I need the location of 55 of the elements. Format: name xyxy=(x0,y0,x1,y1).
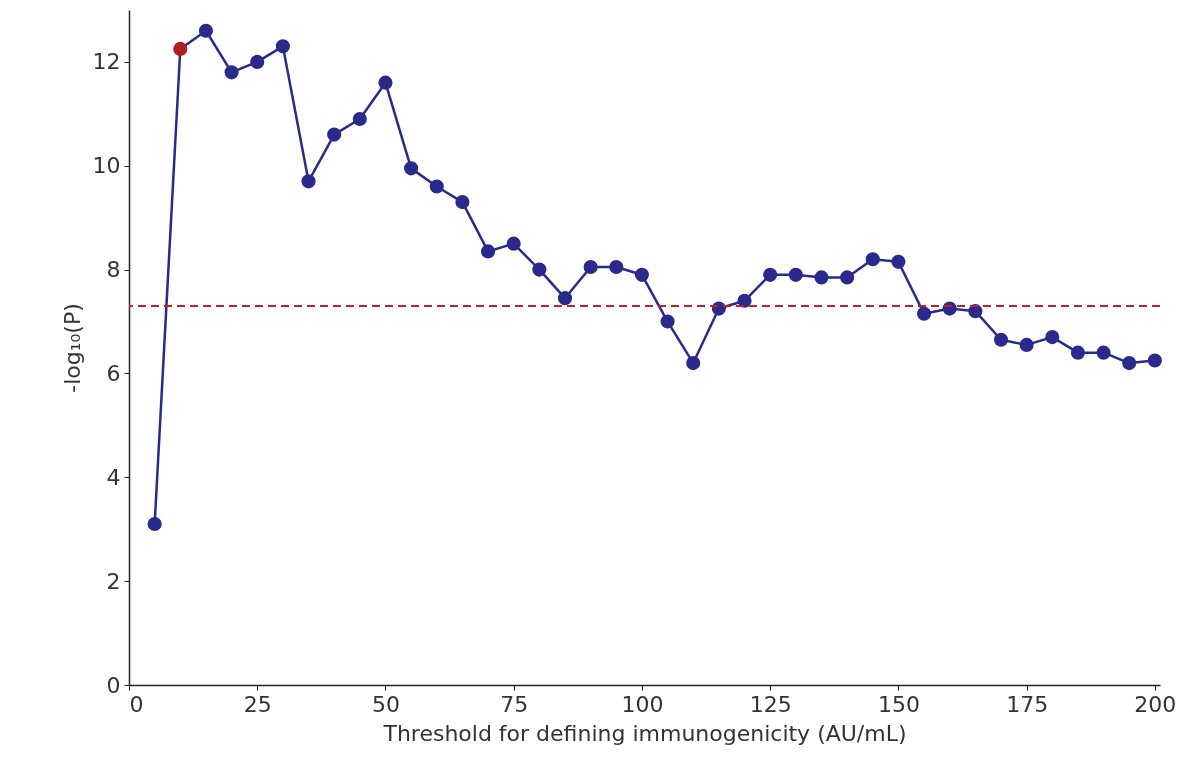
y-tick-label: 12 xyxy=(92,49,121,75)
point xyxy=(609,259,624,275)
point xyxy=(916,306,932,321)
point xyxy=(686,356,701,371)
point xyxy=(250,54,265,69)
point xyxy=(763,267,778,282)
point xyxy=(891,254,906,269)
point xyxy=(506,236,521,251)
point xyxy=(275,39,290,54)
point xyxy=(1096,345,1111,360)
y-axis-title: -log₁₀(P) xyxy=(59,303,85,393)
point xyxy=(429,179,444,194)
point xyxy=(737,293,752,308)
point xyxy=(224,65,239,80)
y-tick-label: 8 xyxy=(106,257,121,283)
x-axis-title: Threshold for defining immunogenicity (AU/mL) xyxy=(382,720,907,746)
point xyxy=(1019,337,1034,352)
y-tick-label: 10 xyxy=(92,153,121,179)
point xyxy=(1122,356,1137,371)
point xyxy=(840,270,855,285)
point xyxy=(1070,345,1085,360)
point xyxy=(865,252,880,267)
x-tick-label: 50 xyxy=(371,691,400,717)
x-tick-label: 200 xyxy=(1134,691,1177,717)
x-tick-label: 150 xyxy=(877,691,920,717)
point xyxy=(993,332,1009,347)
point xyxy=(583,259,598,275)
x-tick-label: 25 xyxy=(243,691,272,717)
y-tick-label: 0 xyxy=(106,672,121,698)
point xyxy=(301,174,316,189)
point xyxy=(788,267,803,282)
point xyxy=(1147,353,1162,368)
point xyxy=(173,41,188,56)
point xyxy=(455,195,470,210)
x-tick-label: 75 xyxy=(500,691,529,717)
point xyxy=(557,291,573,306)
point xyxy=(480,244,496,259)
point xyxy=(532,262,547,277)
point xyxy=(147,516,162,532)
y-tick-label: 4 xyxy=(106,464,121,490)
x-tick-label: 0 xyxy=(129,691,144,717)
point xyxy=(327,127,342,142)
point xyxy=(378,75,393,90)
point xyxy=(404,161,419,176)
x-tick-label: 175 xyxy=(1006,691,1049,717)
point xyxy=(660,314,675,329)
point xyxy=(634,267,650,282)
x-tick-label: 100 xyxy=(621,691,664,717)
y-tick-label: 6 xyxy=(106,360,121,386)
point xyxy=(352,111,367,127)
y-tick-label: 2 xyxy=(106,568,121,594)
point xyxy=(198,23,214,38)
point xyxy=(1045,330,1060,345)
point xyxy=(814,270,829,285)
x-tick-label: 125 xyxy=(749,691,792,717)
